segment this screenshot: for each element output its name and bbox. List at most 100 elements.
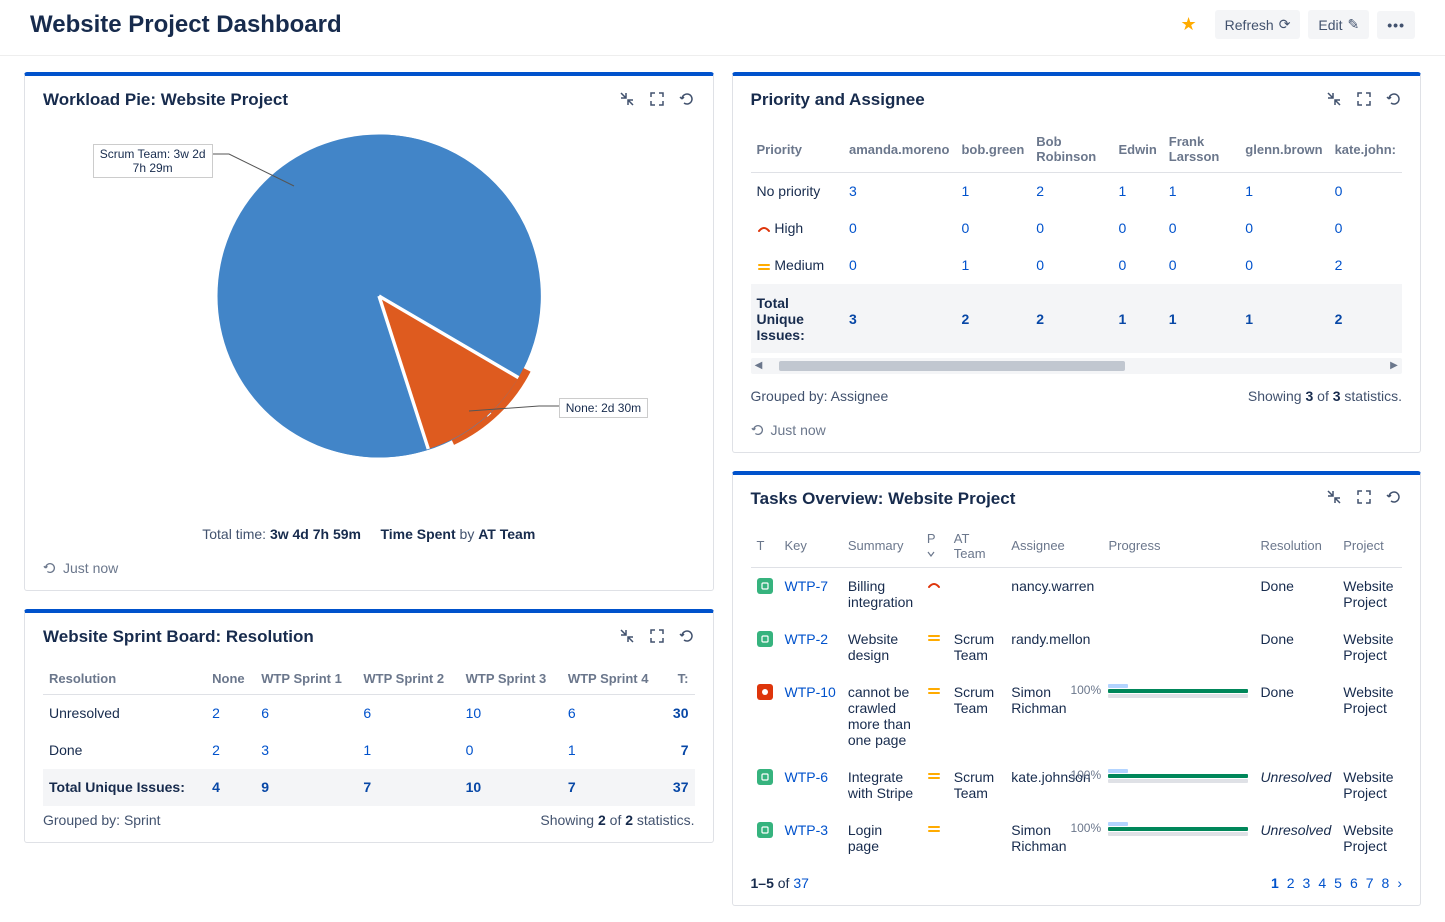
project-cell[interactable]: Website Project — [1337, 620, 1402, 673]
col-header[interactable]: P — [921, 525, 948, 568]
col-header[interactable]: WTP Sprint 4 — [562, 663, 664, 695]
horiz-scrollbar[interactable]: ◀ ▶ — [751, 358, 1403, 374]
col-header[interactable]: WTP Sprint 3 — [460, 663, 562, 695]
col-header[interactable]: Key — [779, 525, 842, 568]
issue-key[interactable]: WTP-7 — [779, 567, 842, 620]
page-link[interactable]: 3 — [1303, 875, 1311, 891]
cell-value[interactable]: 2 — [206, 732, 255, 769]
assignee-cell[interactable]: nancy.warren — [1005, 567, 1102, 620]
task-row[interactable]: WTP-2Website designScrum Teamrandy.mello… — [751, 620, 1403, 673]
col-header[interactable]: Bob Robinson — [1030, 126, 1112, 173]
refresh-icon[interactable] — [679, 91, 695, 110]
summary[interactable]: Integrate with Stripe — [842, 758, 921, 811]
scroll-left-icon[interactable]: ◀ — [751, 360, 767, 371]
col-header[interactable]: kate.john: — [1329, 126, 1402, 173]
cell-value[interactable]: 0 — [843, 210, 955, 247]
cell-value[interactable]: 1 — [955, 247, 1030, 284]
cell-value[interactable]: 6 — [255, 695, 357, 732]
more-button[interactable]: ••• — [1377, 11, 1415, 39]
col-header[interactable]: WTP Sprint 2 — [357, 663, 459, 695]
collapse-icon[interactable] — [1326, 489, 1342, 508]
cell-value[interactable]: 30 — [664, 695, 694, 732]
cell-value[interactable]: 0 — [460, 732, 562, 769]
assignee-cell[interactable]: kate.johnson — [1005, 758, 1102, 811]
page-next[interactable]: › — [1397, 875, 1402, 891]
page-link[interactable]: 7 — [1366, 875, 1374, 891]
cell-value[interactable]: 0 — [843, 247, 955, 284]
col-header[interactable]: T: — [664, 663, 694, 695]
col-header[interactable]: None — [206, 663, 255, 695]
summary[interactable]: cannot be crawled more than one page — [842, 673, 921, 758]
cell-value[interactable]: 2 — [1030, 173, 1112, 210]
cell-value[interactable]: 0 — [1113, 247, 1163, 284]
col-header[interactable]: Progress — [1102, 525, 1254, 568]
page-link[interactable]: 8 — [1382, 875, 1390, 891]
col-header[interactable]: bob.green — [955, 126, 1030, 173]
cell-value[interactable]: 6 — [357, 695, 459, 732]
refresh-icon[interactable] — [1386, 91, 1402, 110]
cell-value[interactable]: 0 — [1030, 247, 1112, 284]
col-header[interactable]: Assignee — [1005, 525, 1102, 568]
page-link[interactable]: 4 — [1318, 875, 1326, 891]
cell-value[interactable]: 6 — [562, 695, 664, 732]
maximize-icon[interactable] — [1356, 91, 1372, 110]
pagination-pages[interactable]: 12345678 › — [1271, 875, 1402, 891]
cell-value[interactable]: 0 — [1239, 247, 1328, 284]
col-header[interactable]: T — [751, 525, 779, 568]
cell-value[interactable]: 0 — [1030, 210, 1112, 247]
collapse-icon[interactable] — [619, 91, 635, 110]
col-header[interactable]: AT Team — [948, 525, 1006, 568]
project-cell[interactable]: Website Project — [1337, 567, 1402, 620]
col-header[interactable]: Resolution — [1254, 525, 1337, 568]
maximize-icon[interactable] — [649, 628, 665, 647]
collapse-icon[interactable] — [1326, 91, 1342, 110]
cell-value[interactable]: 1 — [1113, 173, 1163, 210]
col-header[interactable]: Edwin — [1113, 126, 1163, 173]
issue-key[interactable]: WTP-2 — [779, 620, 842, 673]
page-link[interactable]: 2 — [1287, 875, 1295, 891]
scroll-right-icon[interactable]: ▶ — [1386, 360, 1402, 371]
maximize-icon[interactable] — [1356, 489, 1372, 508]
cell-value[interactable]: 0 — [1329, 210, 1402, 247]
maximize-icon[interactable] — [649, 91, 665, 110]
task-row[interactable]: WTP-6Integrate with StripeScrum Teamkate… — [751, 758, 1403, 811]
col-header[interactable]: Project — [1337, 525, 1402, 568]
cell-value[interactable]: 2 — [206, 695, 255, 732]
cell-value[interactable]: 0 — [955, 210, 1030, 247]
col-header[interactable]: Priority — [751, 126, 844, 173]
col-header[interactable]: Resolution — [43, 663, 206, 695]
col-header[interactable]: glenn.brown — [1239, 126, 1328, 173]
cell-value[interactable]: 1 — [357, 732, 459, 769]
issue-key[interactable]: WTP-6 — [779, 758, 842, 811]
cell-value[interactable]: 3 — [255, 732, 357, 769]
summary[interactable]: Billing integration — [842, 567, 921, 620]
edit-button[interactable]: Edit ✎ — [1308, 10, 1369, 39]
project-cell[interactable]: Website Project — [1337, 673, 1402, 758]
page-link[interactable]: 1 — [1271, 875, 1279, 891]
cell-value[interactable]: 10 — [460, 695, 562, 732]
refresh-icon[interactable] — [679, 628, 695, 647]
cell-value[interactable]: 0 — [1113, 210, 1163, 247]
cell-value[interactable]: 1 — [1239, 173, 1328, 210]
assignee-cell[interactable]: Simon Richman — [1005, 811, 1102, 864]
issue-key[interactable]: WTP-3 — [779, 811, 842, 864]
cell-value[interactable]: 3 — [843, 173, 955, 210]
star-button[interactable]: ★ — [1171, 8, 1207, 41]
summary[interactable]: Login page — [842, 811, 921, 864]
task-row[interactable]: WTP-3Login pageSimon Richman100%Unresolv… — [751, 811, 1403, 864]
cell-value[interactable]: 1 — [1163, 173, 1240, 210]
project-cell[interactable]: Website Project — [1337, 811, 1402, 864]
cell-value[interactable]: 1 — [955, 173, 1030, 210]
assignee-cell[interactable]: randy.mellon — [1005, 620, 1102, 673]
summary[interactable]: Website design — [842, 620, 921, 673]
cell-value[interactable]: 0 — [1239, 210, 1328, 247]
refresh-icon[interactable] — [1386, 489, 1402, 508]
col-header[interactable]: WTP Sprint 1 — [255, 663, 357, 695]
page-link[interactable]: 6 — [1350, 875, 1358, 891]
task-row[interactable]: WTP-7Billing integrationnancy.warrenDone… — [751, 567, 1403, 620]
refresh-button[interactable]: Refresh ⟳ — [1215, 10, 1301, 39]
page-link[interactable]: 5 — [1334, 875, 1342, 891]
cell-value[interactable]: 0 — [1163, 247, 1240, 284]
cell-value[interactable]: 1 — [562, 732, 664, 769]
cell-value[interactable]: 7 — [664, 732, 694, 769]
